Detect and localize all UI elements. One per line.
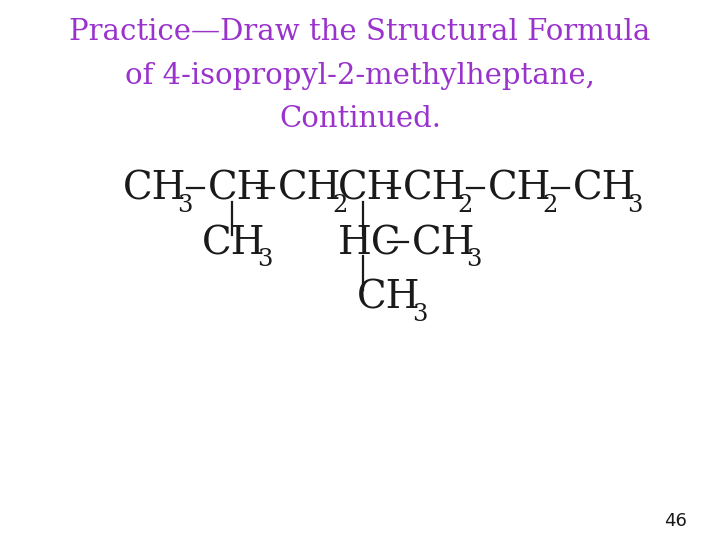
Text: CH: CH xyxy=(412,225,475,262)
Text: of 4-isopropyl-2-methylheptane,: of 4-isopropyl-2-methylheptane, xyxy=(125,62,595,90)
Text: 3: 3 xyxy=(467,248,482,271)
Text: HC: HC xyxy=(338,225,402,262)
Text: 2: 2 xyxy=(542,194,558,217)
Text: Continued.: Continued. xyxy=(279,105,441,133)
Text: Practice—Draw the Structural Formula: Practice—Draw the Structural Formula xyxy=(69,18,651,46)
Text: CH: CH xyxy=(207,171,271,208)
Text: 2: 2 xyxy=(333,194,348,217)
Text: CH: CH xyxy=(357,280,420,317)
Text: 3: 3 xyxy=(178,194,193,217)
Text: CH: CH xyxy=(403,171,467,208)
Text: 3: 3 xyxy=(627,194,642,217)
Text: 2: 2 xyxy=(458,194,473,217)
Text: 46: 46 xyxy=(665,512,688,530)
Text: CH: CH xyxy=(278,171,341,208)
Text: CH: CH xyxy=(488,171,552,208)
Text: CH: CH xyxy=(202,225,266,262)
Text: CH: CH xyxy=(572,171,636,208)
Text: CH: CH xyxy=(338,171,402,208)
Text: 3: 3 xyxy=(412,302,427,326)
Text: 3: 3 xyxy=(257,248,272,271)
Text: CH: CH xyxy=(123,171,186,208)
